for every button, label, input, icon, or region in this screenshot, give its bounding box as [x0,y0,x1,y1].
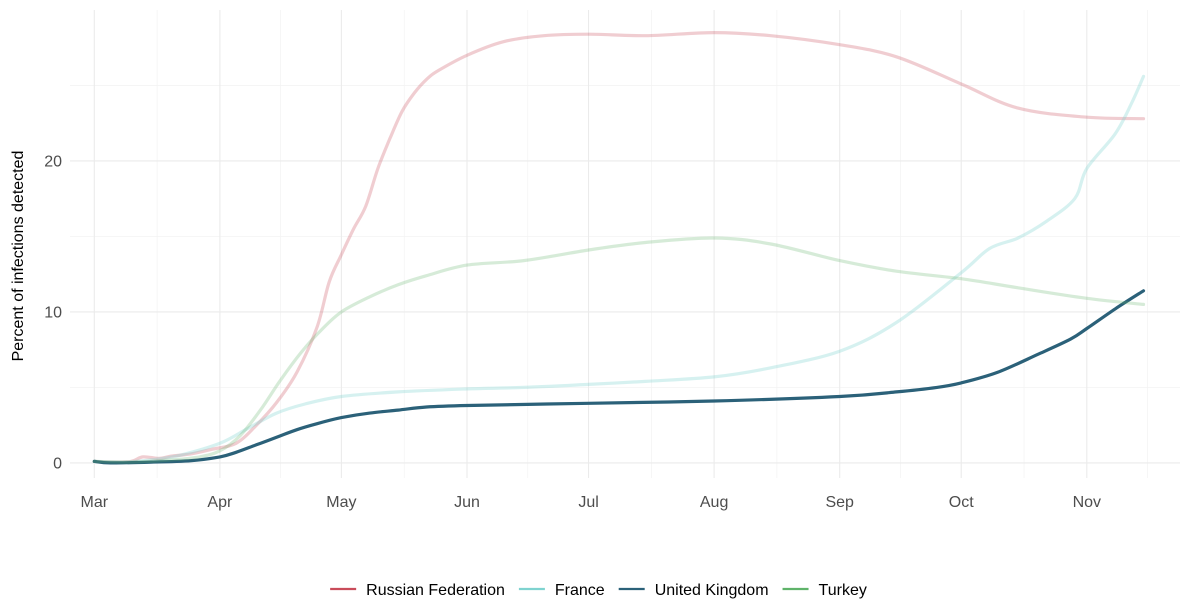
legend-label: France [555,582,605,599]
y-tick-label: 10 [44,304,62,321]
series-lines [92,31,1146,465]
x-tick-label: Apr [207,494,233,511]
x-tick-label: Sep [825,494,854,511]
y-axis-title: Percent of infections detected [10,151,27,362]
series-line-france [92,74,1146,464]
x-tick-label: Oct [949,494,974,511]
y-tick-label: 0 [53,455,62,472]
x-tick-label: Jul [578,494,598,511]
x-tick-label: Nov [1073,494,1101,511]
legend: Russian Federation France United Kingdom Tu… [330,582,867,599]
series-line-turkey [92,236,1146,464]
y-axis-tick-labels: 0 10 20 [44,153,62,472]
minor-gridlines [70,10,1180,478]
x-tick-label: Jun [454,494,480,511]
legend-label: United Kingdom [655,582,769,599]
major-gridlines [70,10,1180,478]
legend-label: Turkey [819,582,867,599]
y-tick-label: 20 [44,153,62,170]
x-tick-label: Mar [81,494,109,511]
x-axis-tick-labels: Mar Apr May Jun Jul Aug Sep Oct Nov [81,494,1102,511]
x-tick-label: Aug [700,494,728,511]
x-tick-label: May [326,494,356,511]
series-line-russian-federation [92,31,1146,464]
series-line-united-kingdom [92,289,1146,465]
legend-label: Russian Federation [366,582,505,599]
